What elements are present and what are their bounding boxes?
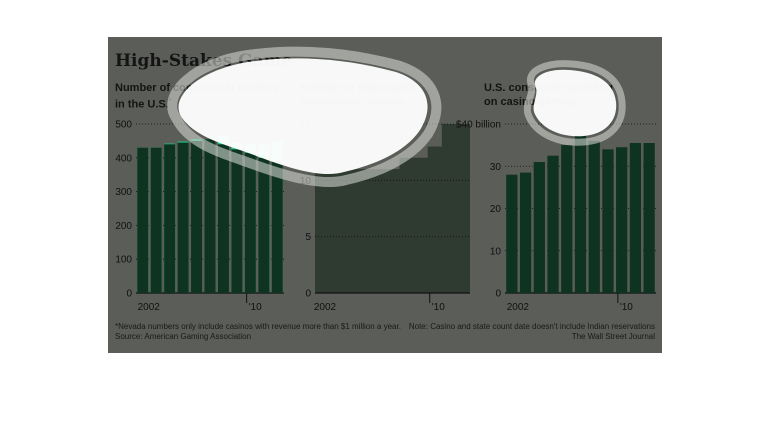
casinos-bar <box>164 144 176 293</box>
states-x-tick-label: 2002 <box>314 302 337 313</box>
casinos-bar <box>258 157 270 293</box>
spending-bar <box>561 145 573 293</box>
casinos-x-tick-label: '10 <box>249 302 262 313</box>
publisher-credit: The Wall Street Journal <box>571 332 655 341</box>
casinos-y-tick-label: 100 <box>115 255 132 266</box>
spending-bar <box>547 155 559 293</box>
casinos-bar <box>204 139 216 293</box>
states-y-tick-label: 5 <box>305 232 311 243</box>
spending-y-tick-label: 30 <box>490 162 502 173</box>
casinos-y-tick-label: 400 <box>115 153 132 164</box>
casinos-y-tick-label: 0 <box>126 289 132 300</box>
chart-title-casinos-line2: in the U.S. <box>115 98 169 111</box>
chart-panel: High-Stakes Game Number of commercial ca… <box>108 37 662 353</box>
spending-bar <box>574 134 587 293</box>
spending-bar <box>602 149 614 293</box>
casinos-bar <box>271 161 283 293</box>
states-x-tick-label: '10 <box>432 302 445 313</box>
casinos-bar <box>137 147 149 293</box>
spending-bar <box>629 143 642 293</box>
casinos-bar <box>191 140 203 293</box>
casinos-y-tick-label: 200 <box>115 221 132 232</box>
spending-bar-chart: $40 billion 30 20 10 0 2002 '10 <box>456 120 656 313</box>
spending-bar <box>533 162 545 293</box>
casinos-bar <box>231 149 243 293</box>
spending-bar <box>519 172 532 293</box>
casinos-bar <box>177 142 189 293</box>
casinos-bar <box>244 152 256 293</box>
spending-x-tick-label: '10 <box>620 302 633 313</box>
footnote-note: Note: Casino and state count date doesn'… <box>408 322 655 331</box>
spending-y-tick-label: 0 <box>495 289 501 300</box>
footnote-right: Note: Casino and state count date doesn'… <box>409 322 655 342</box>
casinos-bar <box>150 147 162 293</box>
casinos-bar <box>217 144 229 293</box>
casinos-y-tick-label: 300 <box>115 187 132 198</box>
spending-bar <box>616 147 628 293</box>
spending-bar <box>588 140 600 293</box>
spending-y-tick-label: $40 billion <box>456 120 501 131</box>
footnote-nevada: *Nevada numbers only include casinos wit… <box>115 322 401 331</box>
spending-bar <box>506 174 518 293</box>
spending-bar <box>643 143 655 293</box>
spending-y-tick-label: 20 <box>490 204 502 215</box>
casinos-x-tick-label: 2002 <box>138 302 161 313</box>
casinos-y-tick-label: 500 <box>115 120 132 131</box>
states-y-tick-label: 0 <box>305 289 311 300</box>
spending-y-tick-label: 10 <box>490 246 502 257</box>
spending-x-tick-label: 2002 <box>507 302 530 313</box>
footnote-left: *Nevada numbers only include casinos wit… <box>115 322 401 342</box>
source-credit: Source: American Gaming Association <box>115 332 252 341</box>
